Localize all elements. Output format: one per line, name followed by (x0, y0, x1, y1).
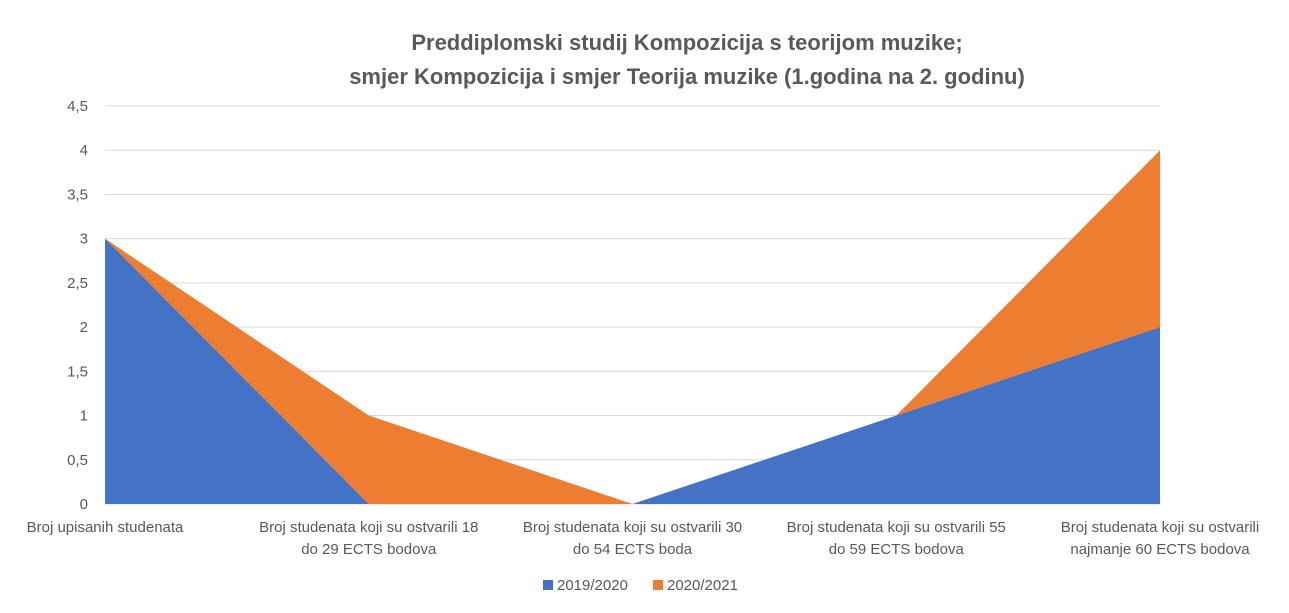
y-tick-label: 3,5 (67, 186, 88, 203)
legend-swatch (543, 580, 553, 590)
legend-label: 2019/2020 (557, 577, 628, 594)
chart-title: Preddiplomski studij Kompozicija s teori… (349, 30, 1025, 89)
chart-title-line-2: smjer Kompozicija i smjer Teorija muzike… (349, 64, 1025, 89)
legend-label: 2020/2021 (667, 577, 738, 594)
y-tick-label: 2 (80, 319, 88, 336)
x-category-label: Broj studenata koji su ostvarili 18 do 29… (259, 519, 478, 558)
x-category-label: Broj studenata koji su ostvarili 30 do 54… (523, 519, 742, 558)
x-category-label: Broj studenata koji su ostvarili 55 do 59… (787, 519, 1006, 558)
area-series-2019-2020 (105, 238, 1160, 504)
x-category-label: Broj upisanih studenata (27, 519, 184, 536)
legend-swatch (653, 580, 663, 590)
plot-area (105, 150, 1160, 504)
y-tick-label: 1 (80, 408, 88, 425)
y-tick-label: 0,5 (67, 452, 88, 469)
y-tick-label: 2,5 (67, 275, 88, 292)
legend: 2019/2020 2020/2021 (543, 577, 738, 594)
y-tick-label: 1,5 (67, 363, 88, 380)
chart-title-line-1: Preddiplomski studij Kompozicija s teori… (411, 30, 962, 55)
y-tick-label: 4,5 (67, 98, 88, 115)
y-tick-label: 0 (80, 496, 88, 513)
x-category-label: Broj studenata koji su ostvarili najmanje… (1061, 519, 1259, 558)
y-tick-label: 3 (80, 231, 88, 248)
y-axis: 0 0,5 1 1,5 2 2,5 3 3,5 4 4,5 (67, 98, 88, 513)
area-series-2020-2021 (105, 150, 1160, 504)
y-tick-label: 4 (80, 142, 88, 159)
x-axis: Broj upisanih studenata Broj studenata ko… (27, 519, 1260, 558)
